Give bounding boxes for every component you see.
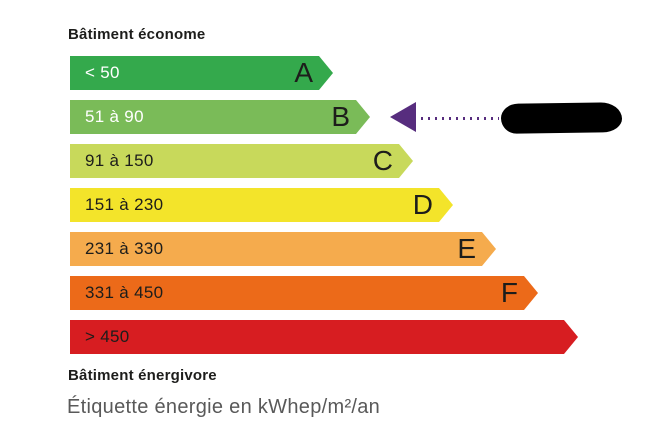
energy-class-letter: F: [500, 277, 518, 308]
energy-class-row-F: 331 à 450 F: [70, 276, 578, 310]
energy-range-label: 331 à 450: [85, 283, 164, 302]
energy-class-bar: < 50 A: [70, 56, 333, 90]
energy-class-letter: B: [331, 101, 350, 132]
energy-range-label: 231 à 330: [85, 239, 164, 258]
energy-range-label: 91 à 150: [85, 151, 154, 170]
energy-class-row-C: 91 à 150 C: [70, 144, 578, 178]
redacted-value-blob: [500, 102, 623, 134]
energy-class-letter: E: [457, 233, 476, 264]
energy-range-label: > 450: [85, 327, 130, 346]
current-class-pointer-icon: [390, 102, 416, 132]
energy-class-row-A: < 50 A: [70, 56, 578, 90]
energy-class-row-E: 231 à 330 E: [70, 232, 578, 266]
energy-range-label: 51 à 90: [85, 107, 144, 126]
chart-title: Étiquette énergie en kWhep/m²/an: [67, 396, 381, 418]
energy-class-row-G: > 450: [70, 320, 578, 354]
energy-class-bar: 91 à 150 C: [70, 144, 413, 178]
energy-range-label: < 50: [85, 63, 120, 82]
energy-class-row-D: 151 à 230 D: [70, 188, 578, 222]
energy-class-bar: 331 à 450 F: [70, 276, 538, 310]
energy-class-bar: 51 à 90 B: [70, 100, 370, 134]
energy-class-bar: 231 à 330 E: [70, 232, 496, 266]
economical-building-label: Bâtiment économe: [68, 26, 206, 43]
dotted-connector-line: [421, 117, 499, 120]
energy-class-bar: 151 à 230 D: [70, 188, 453, 222]
energy-class-bar: > 450: [70, 320, 578, 354]
energy-scale: < 50 A 51 à 90 B 91 à 150 C 151 à 230 D 231 à 33…: [70, 56, 623, 364]
energy-class-row-B: 51 à 90 B: [70, 100, 623, 134]
energy-range-label: 151 à 230: [85, 195, 164, 214]
energy-class-letter: A: [294, 57, 313, 88]
energy-intensive-building-label: Bâtiment énergivore: [68, 367, 217, 384]
energy-class-letter: D: [412, 189, 433, 220]
energy-class-letter: C: [372, 145, 393, 176]
